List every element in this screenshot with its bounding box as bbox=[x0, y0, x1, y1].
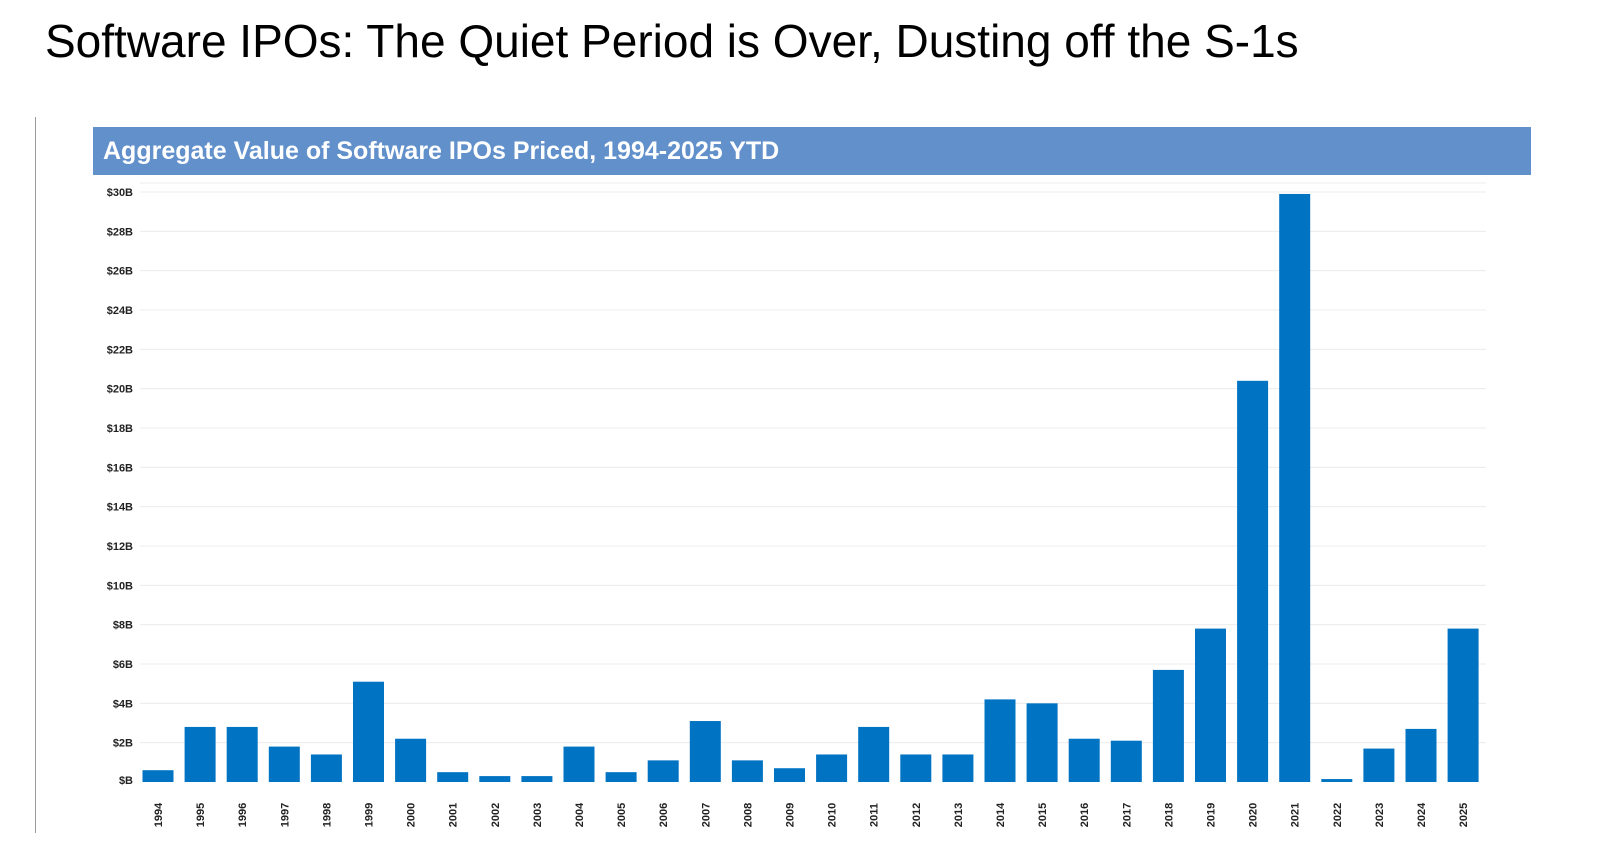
bar-2024 bbox=[1405, 728, 1437, 782]
x-axis-ticks: 1994 1995 1996 1997 1998 1999 2000 2001 2002 2003… bbox=[153, 802, 1470, 827]
bar-1997 bbox=[268, 746, 300, 782]
bar-2010 bbox=[816, 754, 848, 782]
x-tick-label: 2009 bbox=[785, 803, 797, 827]
x-tick-label: 2011 bbox=[869, 803, 881, 827]
bar-2014 bbox=[984, 699, 1016, 782]
x-tick-label: 2000 bbox=[406, 803, 418, 827]
x-tick-label: 2016 bbox=[1079, 803, 1091, 827]
y-tick-label: $30B bbox=[107, 187, 133, 199]
x-tick-label: 1996 bbox=[237, 803, 249, 827]
bar-1995 bbox=[184, 726, 216, 782]
bar-1996 bbox=[226, 726, 258, 782]
x-tick-label: 2001 bbox=[448, 803, 460, 827]
bar-2006 bbox=[647, 760, 679, 782]
bar-2022 bbox=[1321, 779, 1353, 782]
y-tick-label: $6B bbox=[113, 659, 133, 671]
x-tick-label: 1994 bbox=[153, 802, 165, 827]
y-tick-label: $B bbox=[119, 775, 133, 787]
chart-title: Aggregate Value of Software IPOs Priced,… bbox=[103, 136, 780, 165]
gridlines bbox=[140, 182, 1486, 744]
y-tick-label: $12B bbox=[107, 541, 133, 553]
bar-2016 bbox=[1068, 738, 1100, 782]
x-tick-label: 2013 bbox=[953, 803, 965, 827]
y-tick-label: $20B bbox=[107, 384, 133, 396]
bar-2017 bbox=[1110, 740, 1142, 782]
bar-2011 bbox=[858, 726, 890, 782]
page-title: Software IPOs: The Quiet Period is Over,… bbox=[45, 15, 1299, 67]
bar-2005 bbox=[605, 772, 637, 782]
y-tick-label: $16B bbox=[107, 462, 133, 474]
bars bbox=[142, 193, 1479, 782]
x-tick-label: 2022 bbox=[1332, 803, 1344, 827]
x-tick-label: 2017 bbox=[1121, 803, 1133, 827]
bar-2015 bbox=[1026, 703, 1058, 782]
bar-2000 bbox=[395, 738, 427, 782]
bar-2007 bbox=[689, 721, 721, 782]
x-tick-label: 2003 bbox=[532, 803, 544, 827]
x-tick-label: 2018 bbox=[1163, 803, 1175, 827]
y-tick-label: $28B bbox=[107, 226, 133, 238]
y-tick-label: $22B bbox=[107, 344, 133, 356]
bar-2023 bbox=[1363, 748, 1395, 782]
x-tick-label: 2006 bbox=[658, 803, 670, 827]
y-axis-ticks: $B $2B $4B $6B $8B $10B $12B $14B $16B $18B $20B $2… bbox=[107, 187, 133, 787]
x-tick-label: 2012 bbox=[911, 803, 923, 827]
bar-2021 bbox=[1279, 193, 1311, 782]
bar-2002 bbox=[479, 776, 511, 782]
bar-2009 bbox=[774, 768, 805, 782]
bar-2001 bbox=[437, 772, 469, 782]
x-tick-label: 2002 bbox=[490, 803, 502, 827]
bar-2008 bbox=[731, 760, 763, 782]
x-tick-label: 2024 bbox=[1416, 802, 1428, 827]
chart-header: Aggregate Value of Software IPOs Priced,… bbox=[93, 127, 1531, 175]
bar-2018 bbox=[1152, 669, 1184, 782]
x-tick-label: 2008 bbox=[742, 803, 754, 827]
bar-1994 bbox=[142, 770, 174, 782]
bar-2020 bbox=[1237, 380, 1269, 782]
x-tick-label: 1998 bbox=[321, 803, 333, 827]
x-tick-label: 2004 bbox=[574, 802, 586, 827]
bar-2019 bbox=[1195, 628, 1226, 782]
x-tick-label: 1999 bbox=[364, 803, 376, 827]
x-tick-label: 2025 bbox=[1458, 803, 1470, 827]
bar-2013 bbox=[942, 754, 974, 782]
y-tick-label: $2B bbox=[113, 738, 133, 750]
x-tick-label: 2019 bbox=[1206, 803, 1218, 827]
x-tick-label: 2007 bbox=[700, 803, 712, 827]
y-tick-label: $24B bbox=[107, 305, 133, 317]
y-tick-label: $14B bbox=[107, 502, 133, 514]
y-tick-label: $18B bbox=[107, 423, 133, 435]
x-tick-label: 1997 bbox=[279, 803, 291, 827]
y-tick-label: $8B bbox=[113, 620, 133, 632]
y-tick-label: $4B bbox=[113, 698, 133, 710]
bar-chart: $B $2B $4B $6B $8B $10B $12B $14B $16B $18B $20B $2… bbox=[107, 182, 1486, 827]
y-tick-label: $10B bbox=[107, 580, 133, 592]
bar-2003 bbox=[521, 776, 553, 782]
y-tick-label: $26B bbox=[107, 266, 133, 278]
left-divider bbox=[35, 117, 36, 833]
x-tick-label: 2014 bbox=[995, 802, 1007, 827]
x-tick-label: 1995 bbox=[195, 803, 207, 827]
bar-2025 bbox=[1447, 628, 1479, 782]
x-tick-label: 2005 bbox=[616, 803, 628, 827]
bar-1998 bbox=[310, 754, 342, 782]
x-tick-label: 2010 bbox=[827, 803, 839, 827]
bar-2012 bbox=[900, 754, 932, 782]
x-tick-label: 2021 bbox=[1290, 803, 1302, 827]
x-tick-label: 2020 bbox=[1248, 803, 1260, 827]
bar-1999 bbox=[353, 681, 384, 782]
x-tick-label: 2015 bbox=[1037, 803, 1049, 827]
bar-2004 bbox=[563, 746, 595, 782]
x-tick-label: 2023 bbox=[1374, 803, 1386, 827]
